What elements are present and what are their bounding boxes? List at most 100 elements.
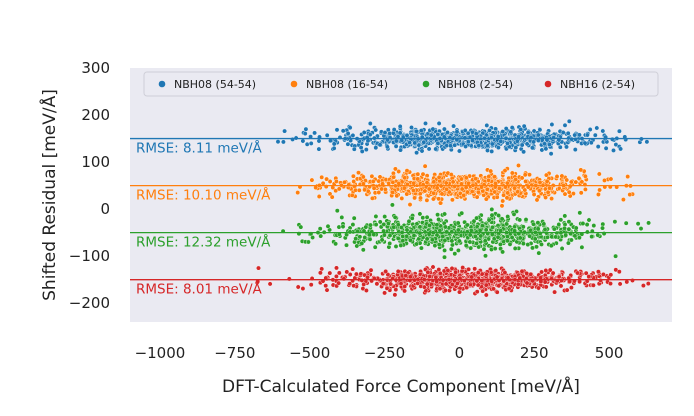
data-point bbox=[475, 282, 481, 288]
data-point bbox=[553, 234, 559, 240]
x-tick-label: −250 bbox=[364, 344, 405, 362]
data-point bbox=[371, 185, 377, 191]
data-point bbox=[428, 281, 434, 287]
data-point bbox=[430, 196, 436, 202]
data-point bbox=[415, 176, 421, 182]
data-point bbox=[506, 286, 512, 291]
data-point bbox=[353, 271, 359, 277]
data-point bbox=[492, 174, 497, 180]
data-point bbox=[382, 130, 388, 136]
data-point bbox=[455, 227, 461, 233]
data-point bbox=[577, 132, 582, 138]
data-point bbox=[621, 197, 626, 203]
data-point bbox=[568, 179, 574, 185]
data-point bbox=[547, 185, 552, 191]
data-point bbox=[383, 268, 389, 274]
data-point bbox=[431, 179, 437, 185]
data-point bbox=[443, 287, 448, 293]
data-point bbox=[548, 151, 554, 157]
data-point bbox=[500, 198, 506, 204]
data-point bbox=[415, 280, 421, 286]
data-point bbox=[374, 281, 380, 287]
data-point bbox=[556, 274, 562, 280]
data-point bbox=[398, 242, 404, 248]
data-point bbox=[465, 130, 471, 136]
data-point bbox=[612, 219, 618, 225]
data-point bbox=[462, 135, 468, 141]
data-point bbox=[519, 142, 525, 148]
data-point bbox=[302, 131, 308, 137]
data-point bbox=[596, 269, 601, 275]
data-point bbox=[641, 283, 646, 288]
data-point bbox=[496, 283, 502, 289]
data-point bbox=[341, 276, 347, 282]
data-point bbox=[442, 224, 448, 230]
data-point bbox=[434, 185, 440, 191]
legend-label-2: NBH08 (2-54) bbox=[438, 78, 513, 91]
data-point bbox=[398, 225, 404, 230]
data-point bbox=[373, 222, 379, 228]
rmse-label-1: RMSE: 10.10 meV/Å bbox=[136, 187, 271, 204]
data-point bbox=[597, 187, 602, 193]
data-point bbox=[386, 180, 392, 186]
data-point bbox=[316, 138, 322, 144]
data-point bbox=[492, 189, 498, 195]
data-point bbox=[452, 251, 458, 257]
data-point bbox=[493, 180, 498, 186]
data-point bbox=[523, 178, 528, 184]
data-point bbox=[336, 186, 342, 192]
data-point bbox=[384, 144, 390, 150]
x-tick-label: −500 bbox=[289, 344, 330, 362]
data-point bbox=[572, 147, 578, 153]
data-point bbox=[443, 180, 449, 186]
data-point bbox=[489, 148, 495, 154]
data-point bbox=[559, 246, 565, 251]
data-point bbox=[333, 273, 339, 279]
data-point bbox=[625, 174, 631, 180]
data-point bbox=[407, 140, 412, 146]
data-point bbox=[483, 271, 489, 277]
data-point bbox=[452, 183, 458, 189]
data-point bbox=[312, 130, 317, 136]
data-point bbox=[498, 138, 504, 144]
data-point bbox=[363, 147, 369, 153]
data-point bbox=[536, 250, 542, 256]
data-point bbox=[562, 225, 567, 231]
data-point bbox=[497, 241, 503, 247]
data-point bbox=[595, 232, 601, 238]
data-point bbox=[360, 247, 366, 253]
data-point bbox=[544, 178, 550, 184]
data-point bbox=[535, 132, 541, 138]
data-point bbox=[478, 233, 484, 239]
data-point bbox=[519, 268, 525, 274]
data-point bbox=[537, 179, 543, 185]
data-point bbox=[327, 179, 333, 184]
data-point bbox=[351, 179, 357, 184]
data-point bbox=[528, 271, 534, 277]
data-point bbox=[463, 243, 469, 248]
legend-marker-0 bbox=[158, 80, 166, 88]
data-point bbox=[524, 280, 530, 286]
data-point bbox=[336, 280, 341, 286]
data-point bbox=[363, 224, 369, 230]
data-point bbox=[534, 244, 539, 250]
legend-label-0: NBH08 (54-54) bbox=[174, 78, 256, 91]
data-point bbox=[349, 192, 355, 198]
data-point bbox=[566, 226, 572, 232]
data-point bbox=[485, 143, 490, 149]
data-point bbox=[484, 186, 490, 192]
data-point bbox=[459, 210, 465, 216]
data-point bbox=[414, 150, 419, 156]
data-point bbox=[417, 211, 423, 217]
data-point bbox=[543, 146, 549, 152]
data-point bbox=[402, 175, 408, 181]
data-point bbox=[465, 139, 471, 145]
data-point bbox=[424, 281, 430, 287]
data-point bbox=[435, 131, 441, 137]
data-point bbox=[399, 195, 405, 201]
data-point bbox=[483, 253, 488, 259]
data-point bbox=[450, 179, 456, 185]
data-point bbox=[392, 292, 398, 298]
data-point bbox=[425, 269, 431, 275]
data-point bbox=[407, 237, 413, 243]
